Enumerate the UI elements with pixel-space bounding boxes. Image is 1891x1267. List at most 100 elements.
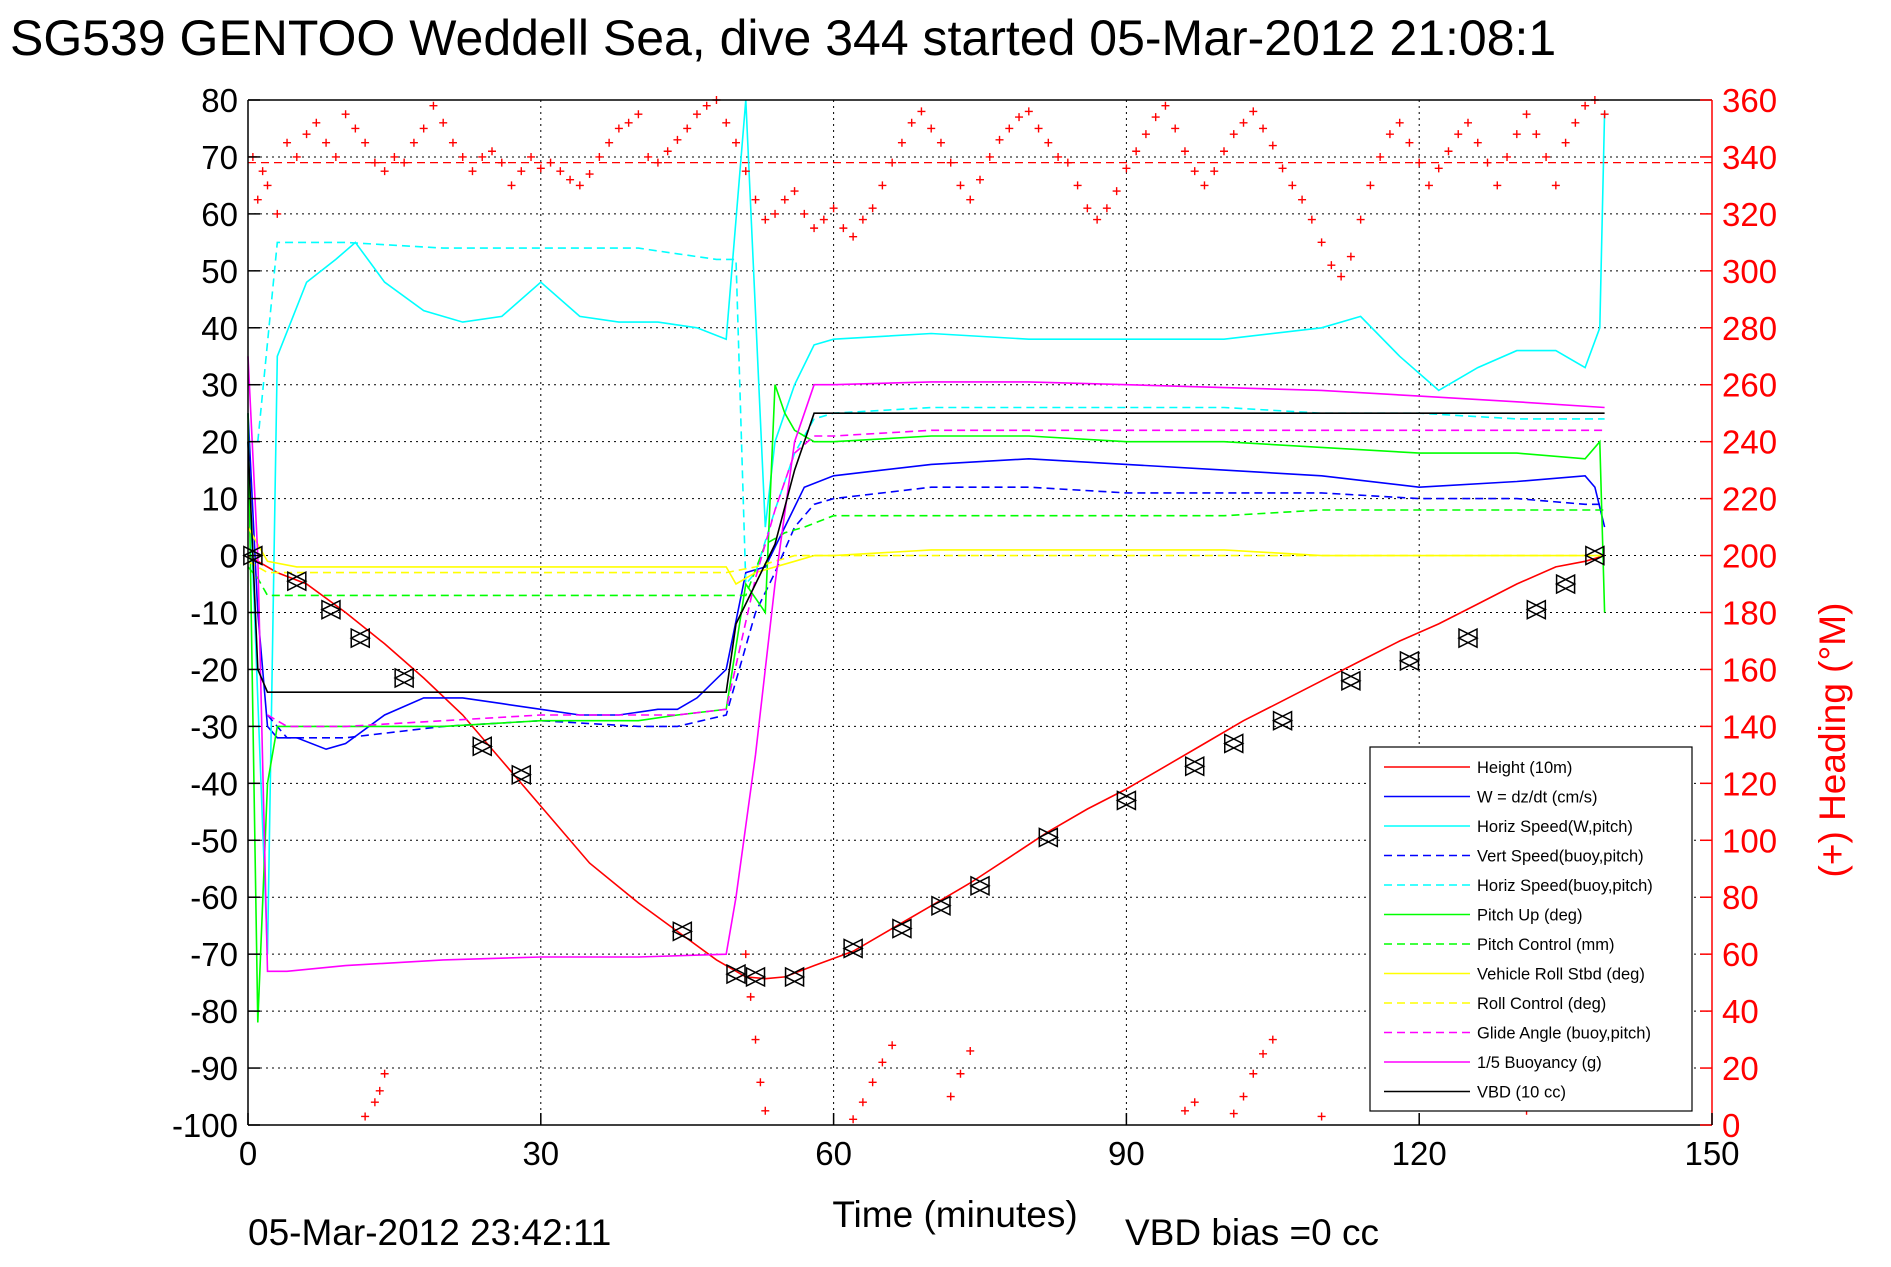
heading-point <box>1366 181 1375 190</box>
heading-point <box>1239 118 1248 127</box>
heading-point <box>370 158 379 167</box>
heading-point <box>1171 124 1180 133</box>
y-tick-label: -50 <box>190 822 238 859</box>
depth-marker <box>671 921 693 942</box>
series-line-glide-angle-buoy-pitch <box>267 429 1605 728</box>
heading-point <box>1385 130 1394 139</box>
heading-point <box>1190 1098 1199 1107</box>
footer-date: 05-Mar-2012 23:42:11 <box>248 1212 611 1253</box>
depth-marker <box>1116 790 1138 811</box>
heading-point <box>258 167 267 176</box>
heading-point <box>946 1092 955 1101</box>
heading-point <box>595 152 604 161</box>
heading-point <box>1522 110 1531 119</box>
depth-marker <box>287 570 308 592</box>
right-y-tick-label: 80 <box>1722 879 1759 916</box>
heading-point <box>858 1098 867 1107</box>
heading-point <box>1473 138 1482 147</box>
heading-point <box>1180 1106 1189 1115</box>
heading-point <box>1464 118 1472 127</box>
depth-marker <box>1115 790 1137 811</box>
heading-point <box>839 224 848 233</box>
heading-point <box>1220 147 1228 156</box>
heading-point <box>546 158 555 167</box>
y-tick-label: -20 <box>190 651 238 688</box>
heading-point <box>692 110 701 119</box>
depth-marker <box>471 736 492 757</box>
heading-point <box>644 152 653 161</box>
depth-marker <box>1271 710 1293 731</box>
heading-point <box>1259 1049 1268 1058</box>
heading-point <box>419 124 428 133</box>
heading-point <box>283 138 292 147</box>
y-tick-label: -60 <box>190 879 238 916</box>
x-tick-label: 60 <box>815 1135 852 1172</box>
heading-point <box>878 1058 887 1067</box>
depth-marker <box>1398 650 1420 672</box>
heading-point <box>1259 124 1268 133</box>
right-y-tick-label: 140 <box>1722 708 1777 745</box>
heading-point <box>1005 124 1014 133</box>
depth-marker <box>1554 573 1576 595</box>
heading-point <box>1532 130 1541 139</box>
depth-marker <box>1525 599 1547 620</box>
heading-point <box>1551 181 1560 190</box>
heading-layer <box>248 96 1609 1124</box>
heading-point <box>575 181 584 190</box>
depth-marker <box>242 545 263 566</box>
heading-point <box>400 158 409 167</box>
series-line-1-5-buoyancy-g <box>247 356 1605 973</box>
series-line-pitch-up-deg <box>247 384 1606 1023</box>
heading-point <box>1561 138 1570 147</box>
y-tick-label: 40 <box>201 310 238 347</box>
depth-marker <box>842 938 863 959</box>
right-y-tick-label: 280 <box>1722 310 1777 347</box>
x-tick-label: 30 <box>522 1135 559 1172</box>
x-tick-label: 0 <box>239 1135 257 1172</box>
heading-point <box>722 118 731 127</box>
right-y-tick-label: 320 <box>1722 196 1777 233</box>
right-y-tick-label: 220 <box>1722 481 1777 518</box>
heading-point <box>897 138 906 147</box>
heading-point <box>917 107 926 116</box>
heading-point <box>1249 1069 1258 1078</box>
heading-point <box>507 181 516 190</box>
y-tick-label: -90 <box>190 1050 238 1087</box>
legend-box <box>1369 746 1693 1112</box>
legend-entry: Pitch Up (deg) <box>1477 907 1582 925</box>
heading-point <box>1268 1035 1277 1044</box>
heading-point <box>1161 101 1170 110</box>
heading-point <box>1600 110 1609 119</box>
depth-marker <box>286 570 307 592</box>
heading-point <box>780 195 789 204</box>
heading-point <box>790 187 799 196</box>
heading-point <box>1503 152 1512 161</box>
depth-marker <box>1458 627 1479 649</box>
y-tick-label: -100 <box>172 1107 238 1144</box>
depth-marker <box>349 627 370 649</box>
heading-point <box>751 195 760 204</box>
heading-point <box>1317 238 1326 247</box>
heading-point <box>497 158 506 167</box>
heading-point <box>1239 1092 1248 1101</box>
heading-point <box>1083 204 1092 213</box>
heading-point <box>1424 181 1433 190</box>
heading-point <box>409 138 418 147</box>
depth-marker <box>744 966 766 988</box>
legend-entry: Height (10m) <box>1477 759 1572 777</box>
legend-entry: Vert Speed(buoy,pitch) <box>1477 848 1644 866</box>
heading-point <box>351 124 360 133</box>
depth-marker <box>394 667 415 689</box>
heading-point <box>1034 124 1043 133</box>
heading-point <box>1346 252 1355 261</box>
heading-point <box>1434 164 1443 173</box>
heading-point <box>995 135 1004 144</box>
depth-marker <box>1184 756 1205 777</box>
heading-point <box>1493 181 1502 190</box>
depth-marker <box>1184 756 1206 777</box>
heading-point <box>761 215 770 224</box>
heading-point <box>653 158 662 167</box>
heading-point <box>849 1115 858 1124</box>
heading-point <box>1122 164 1131 173</box>
